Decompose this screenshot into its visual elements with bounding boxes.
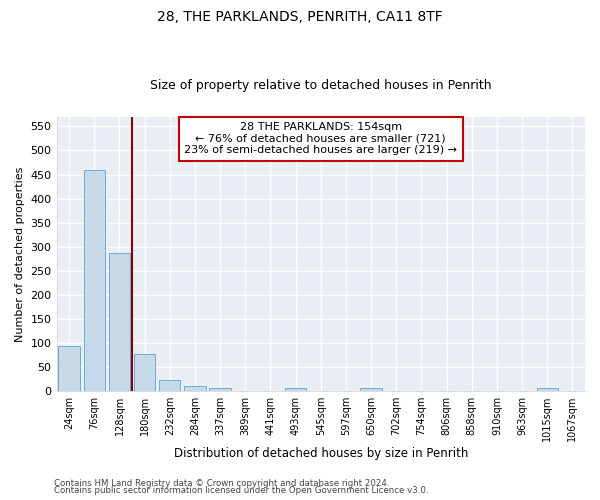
Bar [361, 388, 382, 391]
Text: Contains HM Land Registry data © Crown copyright and database right 2024.: Contains HM Land Registry data © Crown c… [54, 478, 389, 488]
Bar [159, 380, 181, 391]
X-axis label: Distribution of detached houses by size in Penrith: Distribution of detached houses by size … [173, 447, 468, 460]
Title: Size of property relative to detached houses in Penrith: Size of property relative to detached ho… [150, 79, 491, 92]
Y-axis label: Number of detached properties: Number of detached properties [15, 166, 25, 342]
Text: 28 THE PARKLANDS: 154sqm
← 76% of detached houses are smaller (721)
23% of semi-: 28 THE PARKLANDS: 154sqm ← 76% of detach… [184, 122, 457, 156]
Bar [134, 354, 155, 391]
Bar [58, 346, 80, 391]
Bar [109, 253, 130, 391]
Text: 28, THE PARKLANDS, PENRITH, CA11 8TF: 28, THE PARKLANDS, PENRITH, CA11 8TF [157, 10, 443, 24]
Bar [184, 386, 206, 391]
Bar [83, 170, 105, 391]
Bar [285, 388, 307, 391]
Text: Contains public sector information licensed under the Open Government Licence v3: Contains public sector information licen… [54, 486, 428, 495]
Bar [536, 388, 558, 391]
Bar [209, 388, 231, 391]
